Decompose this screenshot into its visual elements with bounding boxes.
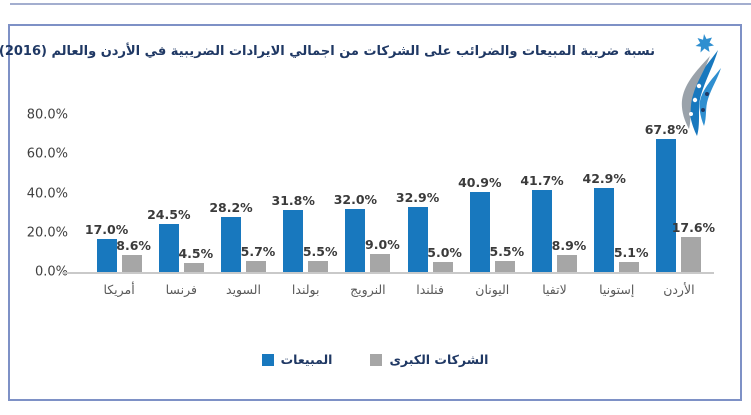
corporate-value-label: 4.5% <box>178 246 214 262</box>
sales-bar <box>345 209 366 272</box>
sales-bar <box>96 238 117 272</box>
corporate-bar <box>557 254 577 272</box>
y-tick-label: 40.0% <box>26 186 68 201</box>
corporate-bar <box>183 263 204 272</box>
corporate-value-label: 8.6% <box>116 238 151 254</box>
sales-value-label: 28.2% <box>209 199 253 215</box>
sales-value-label: 31.8% <box>271 192 315 208</box>
corporate-bar <box>432 262 453 272</box>
sales-bar <box>532 190 552 272</box>
chart-container: نسبة ضريبة المبيعات والضرائب على الشركات… <box>0 24 742 401</box>
corporate-value-label: 5.5% <box>489 244 525 260</box>
legend-item-corporate: الشركات الكبرى <box>370 352 488 367</box>
sales-value-label: 24.5% <box>147 206 191 222</box>
corporate-value-label: 5.7% <box>240 243 276 259</box>
corporate-bar <box>494 261 515 272</box>
corporate-bar <box>246 260 266 272</box>
y-tick-label: 80.0% <box>26 107 68 123</box>
corporate-bar <box>681 237 702 272</box>
corporate-value-label: 5.5% <box>302 244 338 260</box>
sales-bar <box>158 223 179 272</box>
sales-bar <box>221 216 241 272</box>
sales-value-label: 32.9% <box>395 190 440 206</box>
legend-label-sales: المبيعات <box>280 352 333 367</box>
corporate-value-label: 5.1% <box>613 244 649 260</box>
y-tick-label: 20.0% <box>26 225 68 241</box>
logo-emblem-icon <box>681 34 721 136</box>
category-label: اليونان <box>475 282 510 297</box>
sales-value-label: 17.0% <box>84 221 129 237</box>
corporate-bar <box>121 255 142 272</box>
logo-star-icon <box>695 34 714 53</box>
category-label: فنلندا <box>416 282 444 297</box>
sales-bar <box>469 191 490 272</box>
corporate-bar <box>370 254 391 272</box>
category-label: النرويج <box>350 282 386 297</box>
sales-value-label: 40.9% <box>458 174 502 190</box>
sales-value-label: 32.0% <box>333 192 378 208</box>
sales-value-label: 67.8% <box>644 121 689 137</box>
sales-bar <box>283 209 304 272</box>
sales-legend-marker-icon <box>261 353 274 366</box>
category-label: أمريكا <box>103 282 135 297</box>
legend-label-corporate: الشركات الكبرى <box>389 352 489 367</box>
corporate-legend-marker-icon <box>370 353 383 366</box>
sales-value-label: 41.7% <box>520 173 564 189</box>
sales-bar <box>594 187 615 272</box>
category-label: إستونيا <box>599 282 635 297</box>
corporate-value-label: 17.6% <box>671 220 716 236</box>
y-tick-label: 60.0% <box>26 146 68 162</box>
category-label: لاتفيا <box>542 282 567 297</box>
category-label: فرنسا <box>165 282 197 297</box>
corporate-bar <box>619 261 640 272</box>
sales-value-label: 42.9% <box>582 170 626 186</box>
corporate-value-label: 8.9% <box>551 237 587 253</box>
legend: المبيعات الشركات الكبرى <box>10 352 740 367</box>
category-label: الأردن <box>663 282 695 297</box>
x-axis-line <box>62 272 714 274</box>
sales-bar <box>656 138 677 272</box>
corporate-value-label: 9.0% <box>365 237 400 253</box>
corporate-value-label: 5.0% <box>427 245 462 261</box>
chart-title: نسبة ضريبة المبيعات والضرائب على الشركات… <box>0 44 655 59</box>
category-label: السويد <box>226 282 261 297</box>
y-tick-label: 0.0% <box>34 264 68 280</box>
category-label: بولندا <box>291 282 320 297</box>
org-logo <box>666 34 726 138</box>
outer-top-rule <box>10 3 751 5</box>
legend-item-sales: المبيعات <box>261 352 333 367</box>
sales-bar <box>407 207 428 272</box>
corporate-bar <box>308 261 329 272</box>
